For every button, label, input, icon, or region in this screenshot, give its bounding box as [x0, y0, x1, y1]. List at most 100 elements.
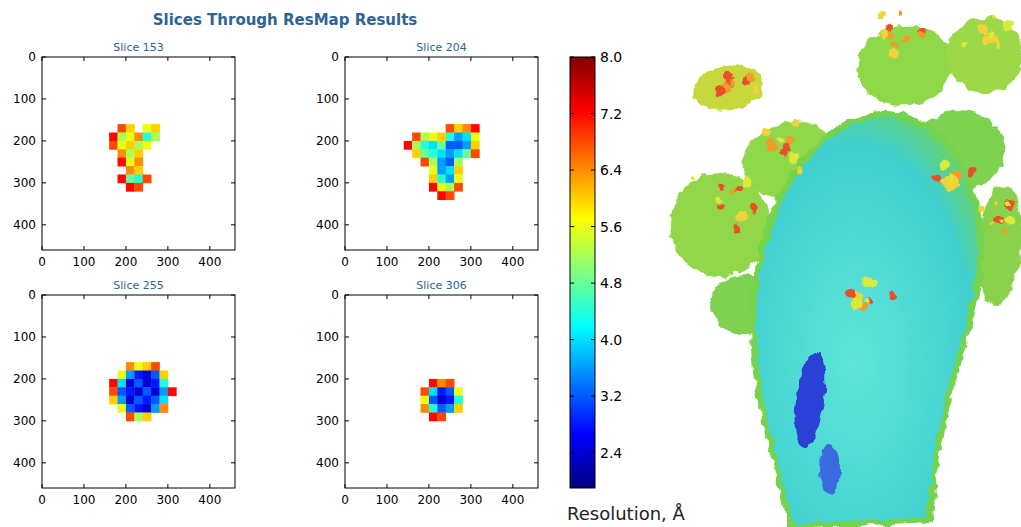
cell — [421, 149, 430, 158]
cell — [134, 362, 143, 371]
y-tick — [42, 378, 46, 379]
y-tick-label: 100 — [13, 330, 36, 344]
panel: 01002003004000100200300400Slice 306 — [316, 279, 538, 507]
x-tick — [209, 246, 210, 250]
colorbar-label: Resolution, Å — [567, 503, 685, 524]
density-speckle — [748, 74, 755, 81]
y-tick-right — [534, 98, 538, 99]
cell — [471, 124, 480, 133]
colorbar-tick — [570, 452, 574, 453]
cell — [429, 404, 438, 413]
y-tick — [42, 420, 46, 421]
cell — [126, 183, 135, 192]
x-tick-label: 400 — [198, 255, 221, 269]
cell — [109, 133, 118, 142]
density-speckle — [865, 298, 871, 304]
frame — [42, 57, 235, 250]
cell — [126, 174, 135, 183]
cell — [151, 404, 160, 413]
density-speckle — [788, 152, 800, 164]
density-speckle — [996, 46, 1000, 50]
density-speckle — [941, 178, 950, 187]
density-render — [670, 10, 1021, 527]
cell — [151, 396, 160, 405]
cell — [118, 396, 127, 405]
x-tick-label: 0 — [38, 255, 46, 269]
cell — [471, 133, 480, 142]
cell — [126, 412, 135, 421]
x-tick-top — [125, 295, 126, 299]
y-tick-right — [231, 420, 235, 421]
cell — [462, 124, 471, 133]
y-tick-right — [534, 336, 538, 337]
x-tick-top — [167, 295, 168, 299]
x-tick-label: 400 — [501, 255, 524, 269]
cell — [126, 158, 135, 167]
y-tick-right — [231, 182, 235, 183]
density-speckle — [731, 79, 736, 84]
density-lobe — [789, 351, 830, 450]
cell — [134, 404, 143, 413]
density-speckle — [888, 31, 895, 38]
density-speckle — [917, 31, 927, 41]
cell — [462, 133, 471, 142]
density-speckle — [932, 172, 943, 183]
density-speckle — [989, 222, 993, 226]
colorbar-tick-right — [591, 396, 595, 397]
colorbar-tick-right — [591, 113, 595, 114]
cell — [437, 396, 446, 405]
x-tick-label: 0 — [341, 255, 349, 269]
y-tick-right — [231, 462, 235, 463]
density-speckle — [1000, 219, 1005, 224]
cell — [143, 141, 152, 150]
x-tick-label: 400 — [501, 493, 524, 507]
y-tick-right — [534, 295, 538, 296]
cell — [126, 379, 135, 388]
plot-background — [345, 57, 538, 250]
cell — [159, 387, 168, 396]
density-trunk — [753, 114, 981, 527]
y-tick — [345, 57, 349, 58]
x-tick — [125, 484, 126, 488]
figure-title: Slices Through ResMap Results — [153, 11, 418, 29]
density-speckle — [891, 42, 898, 49]
cell — [446, 149, 455, 158]
y-tick-right — [534, 462, 538, 463]
cell — [437, 183, 446, 192]
cell — [421, 158, 430, 167]
cell — [134, 387, 143, 396]
density-speckle — [748, 203, 758, 213]
y-tick-label: 0 — [331, 50, 339, 64]
x-tick-top — [386, 295, 387, 299]
density-speckle — [988, 33, 995, 40]
cell — [118, 379, 127, 388]
x-tick — [125, 246, 126, 250]
y-tick — [42, 57, 46, 58]
cell — [446, 174, 455, 183]
y-tick — [42, 182, 46, 183]
y-tick — [42, 98, 46, 99]
y-tick — [42, 295, 46, 296]
y-tick — [345, 98, 349, 99]
colorbar-tick-label: 2.4 — [600, 445, 622, 461]
y-tick-label: 400 — [13, 456, 36, 470]
cell — [421, 404, 430, 413]
y-tick-right — [534, 182, 538, 183]
cell — [126, 141, 135, 150]
colorbar-tick-label: 7.2 — [600, 106, 622, 122]
density-speckle — [886, 24, 894, 32]
y-tick — [345, 378, 349, 379]
density-speckle — [730, 189, 736, 195]
cell — [134, 396, 143, 405]
density-speckle — [904, 36, 911, 43]
colorbar: 2.43.24.04.85.66.47.28.0Resolution, Å — [567, 49, 685, 524]
y-tick-right — [231, 98, 235, 99]
cell — [143, 133, 152, 142]
cell — [446, 166, 455, 175]
cell — [429, 412, 438, 421]
cell — [421, 396, 430, 405]
density-speckle — [1006, 215, 1015, 224]
panel-title: Slice 306 — [416, 279, 466, 292]
cell — [143, 362, 152, 371]
y-tick-label: 300 — [13, 414, 36, 428]
